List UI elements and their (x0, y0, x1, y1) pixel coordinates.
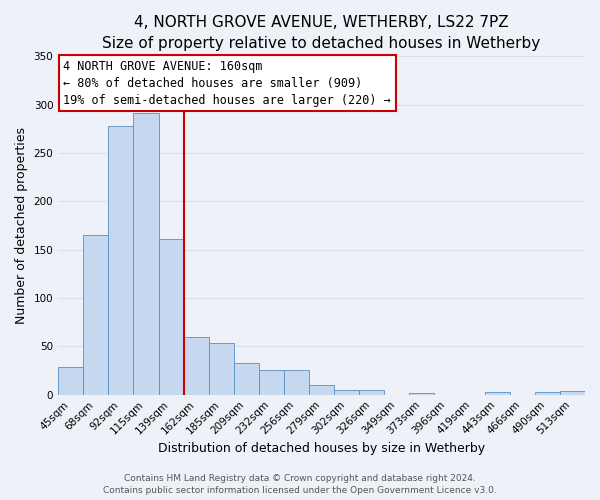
X-axis label: Distribution of detached houses by size in Wetherby: Distribution of detached houses by size … (158, 442, 485, 455)
Bar (58, 366, 83, 394)
Y-axis label: Number of detached properties: Number of detached properties (15, 127, 28, 324)
Bar (535, 392, 560, 394)
Bar (158, 239, 184, 394)
Bar (184, 336, 209, 394)
Bar (133, 114, 158, 394)
Bar (560, 391, 585, 394)
Bar (284, 370, 309, 394)
Text: 4 NORTH GROVE AVENUE: 160sqm
← 80% of detached houses are smaller (909)
19% of s: 4 NORTH GROVE AVENUE: 160sqm ← 80% of de… (64, 60, 391, 106)
Text: Contains HM Land Registry data © Crown copyright and database right 2024.
Contai: Contains HM Land Registry data © Crown c… (103, 474, 497, 495)
Bar (109, 126, 133, 394)
Bar (209, 344, 234, 394)
Bar (259, 370, 284, 394)
Bar (83, 235, 109, 394)
Bar (409, 393, 434, 394)
Bar (334, 390, 359, 394)
Bar (485, 392, 510, 394)
Bar (234, 363, 259, 394)
Title: 4, NORTH GROVE AVENUE, WETHERBY, LS22 7PZ
Size of property relative to detached : 4, NORTH GROVE AVENUE, WETHERBY, LS22 7P… (103, 15, 541, 51)
Bar (309, 385, 334, 394)
Bar (359, 390, 385, 394)
